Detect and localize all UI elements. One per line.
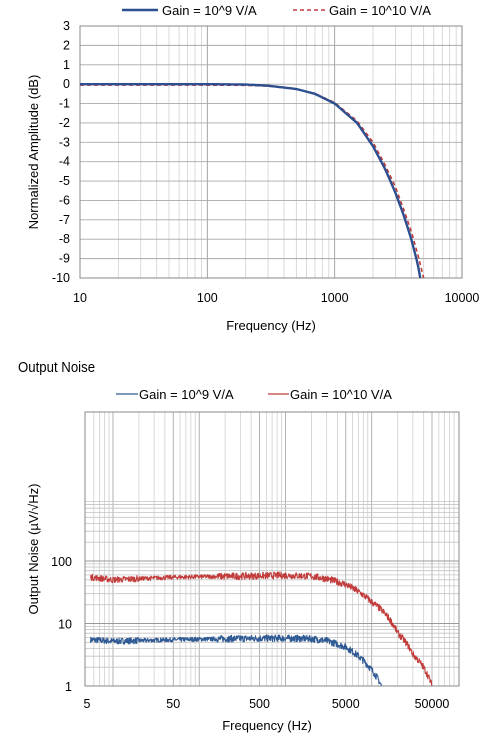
- section-title-output-noise: Output Noise: [18, 359, 96, 376]
- x-axis-label: Frequency (Hz): [222, 718, 312, 733]
- y-tick-label: -7: [59, 213, 70, 227]
- y-tick-label: -2: [59, 116, 70, 130]
- y-tick-label: -8: [59, 232, 70, 246]
- y-tick-label: 100: [51, 555, 72, 569]
- x-tick-label: 500: [249, 697, 270, 711]
- legend-label-gain-1e10: Gain = 10^10 V/A: [290, 387, 392, 402]
- y-axis-label: Normalized Amplitude (dB): [26, 75, 41, 230]
- x-tick-label: 1000: [321, 291, 349, 305]
- legend-label-gain-1e9: Gain = 10^9 V/A: [162, 3, 257, 18]
- x-tick-label: 5000: [332, 697, 360, 711]
- x-tick-label: 5: [84, 697, 91, 711]
- y-axis-label: Output Noise (µV/√Hz): [26, 484, 41, 615]
- series-line-gain-1e10: [90, 571, 433, 687]
- y-tick-label: -1: [59, 97, 70, 111]
- y-tick-label: -4: [59, 155, 70, 169]
- y-tick-label: -10: [52, 271, 70, 285]
- y-tick-label: -5: [59, 174, 70, 188]
- x-tick-label: 50000: [415, 697, 450, 711]
- y-tick-label: 10: [58, 618, 72, 632]
- plot-frame: [84, 411, 460, 687]
- y-tick-label: -3: [59, 135, 70, 149]
- series-line-gain-1e9: [80, 82, 422, 279]
- y-tick-label: 3: [63, 19, 70, 33]
- series-line-gain-1e9: [90, 634, 383, 686]
- y-tick-label: 1: [63, 58, 70, 72]
- y-tick-label: -6: [59, 193, 70, 207]
- x-axis-label: Frequency (Hz): [226, 318, 316, 333]
- legend-label-gain-1e9: Gain = 10^9 V/A: [139, 387, 234, 402]
- x-tick-label: 10000: [445, 291, 480, 305]
- y-tick-label: 0: [63, 77, 70, 91]
- x-tick-label: 10: [73, 291, 87, 305]
- plot-frame: [79, 25, 463, 279]
- x-tick-label: 50: [166, 697, 180, 711]
- x-tick-label: 100: [197, 291, 218, 305]
- y-tick-label: -9: [59, 252, 70, 266]
- y-tick-label: 2: [63, 38, 70, 52]
- y-tick-label: 1: [65, 680, 72, 694]
- legend-label-gain-1e10: Gain = 10^10 V/A: [329, 3, 431, 18]
